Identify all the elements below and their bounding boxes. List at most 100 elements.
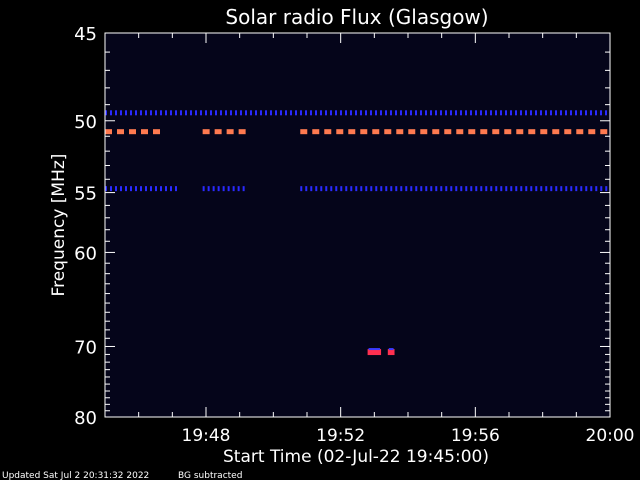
band-dot (325, 186, 328, 192)
band-dot (270, 110, 272, 116)
y-tick-label: 55 (74, 184, 97, 205)
band-dot (237, 186, 240, 192)
band-dash (117, 129, 124, 135)
band-dot (155, 186, 157, 192)
band-dot (120, 186, 122, 192)
band-dash (336, 129, 344, 135)
band-dot (570, 186, 573, 192)
band-dot (305, 110, 307, 116)
band-dot (300, 186, 303, 192)
band-dash (600, 129, 608, 135)
band-dot (580, 186, 583, 192)
band-dot (465, 186, 468, 192)
band-dot (490, 110, 492, 116)
plot-area (104, 32, 611, 418)
band-dot (315, 110, 317, 116)
band-dot (110, 186, 112, 192)
y-tick-label: 45 (74, 24, 97, 45)
band-dash (456, 129, 464, 135)
band-dot (510, 186, 513, 192)
band-dot (595, 186, 598, 192)
band-dot (140, 186, 142, 192)
band-blob-edge (388, 348, 394, 351)
band-dot (430, 110, 432, 116)
band-dot (435, 110, 437, 116)
band-dot (145, 186, 147, 192)
x-tick-label: 19:56 (451, 426, 500, 446)
band-dot (215, 110, 217, 116)
band-segment-dashes (105, 129, 160, 135)
band-dot (315, 186, 318, 192)
emission-bands (105, 110, 608, 356)
band-dot (580, 110, 582, 116)
band-dot (230, 110, 232, 116)
band-dot (210, 110, 212, 116)
band-dot (340, 110, 342, 116)
band-dot (135, 110, 137, 116)
band-dash (552, 129, 560, 135)
band-dot (415, 110, 417, 116)
band-dot (495, 186, 498, 192)
band-dot (235, 110, 237, 116)
band-dash (202, 129, 210, 135)
band-dot (465, 110, 467, 116)
band-dot (245, 110, 247, 116)
band-dot (195, 110, 197, 116)
band-dot (385, 110, 387, 116)
band-dot (435, 186, 438, 192)
band-dot (425, 186, 428, 192)
band-dot (410, 186, 413, 192)
band-dot (165, 110, 167, 116)
band-dot (275, 110, 277, 116)
band-dot (217, 186, 220, 192)
band-dash (408, 129, 416, 135)
y-tick-label: 60 (74, 243, 97, 264)
band-dot (375, 110, 377, 116)
band-dot (310, 110, 312, 116)
band-dot (345, 186, 348, 192)
band-dot (425, 110, 427, 116)
band-dot (410, 110, 412, 116)
band-dot (355, 186, 358, 192)
band-dot (585, 186, 588, 192)
band-dot (605, 186, 608, 192)
band-dot (470, 110, 472, 116)
band-dot (550, 110, 552, 116)
band-dot (227, 186, 230, 192)
band-dot (155, 110, 157, 116)
band-dot (125, 186, 127, 192)
band-dot (375, 186, 378, 192)
band-dot (222, 186, 225, 192)
band-dot (130, 186, 132, 192)
band-dot (280, 110, 282, 116)
band-dot (212, 186, 215, 192)
band-dot (535, 110, 537, 116)
band-dot (150, 186, 152, 192)
band-dot (475, 186, 478, 192)
band-segment-dots (105, 186, 177, 192)
band-blob (367, 349, 382, 356)
band-dot (120, 110, 122, 116)
band-dot (490, 186, 493, 192)
band-dot (445, 186, 448, 192)
band-dot (365, 110, 367, 116)
band-dot (207, 186, 210, 192)
band-dot (585, 110, 587, 116)
spectrogram-background (105, 33, 610, 417)
band-dot (115, 110, 117, 116)
band-dot (335, 110, 337, 116)
band-dot (405, 110, 407, 116)
chart-title: Solar radio Flux (Glasgow) (225, 5, 488, 29)
band-dash (444, 129, 452, 135)
band-dot (385, 186, 388, 192)
band-dot (380, 110, 382, 116)
band-dot (160, 186, 162, 192)
band-dot (515, 110, 517, 116)
band-dot (505, 186, 508, 192)
band-dot (450, 186, 453, 192)
band-segment-dots (300, 186, 608, 192)
band-dot (340, 186, 343, 192)
band-dot (242, 186, 245, 192)
band-dash (238, 129, 246, 135)
band-dash (348, 129, 356, 135)
